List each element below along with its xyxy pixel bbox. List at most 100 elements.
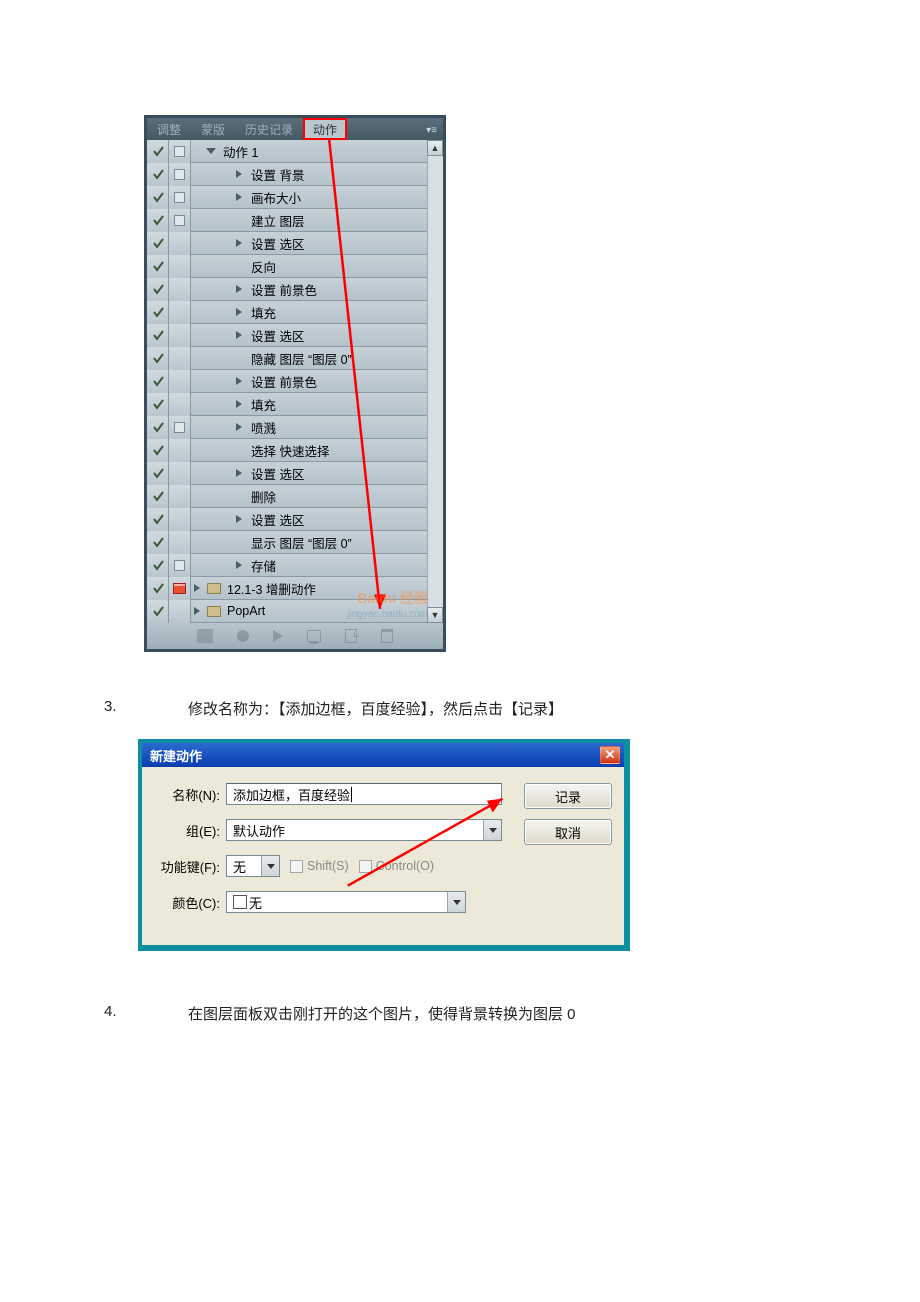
panel-flyout-menu-icon[interactable]: ▾≡ — [426, 122, 443, 136]
expand-toggle-icon[interactable] — [233, 283, 245, 295]
record-icon[interactable] — [237, 630, 249, 642]
dialog-toggle[interactable] — [169, 163, 191, 186]
action-step-row[interactable]: 设置 背景 — [147, 163, 443, 186]
trash-icon[interactable] — [381, 629, 393, 643]
record-button[interactable]: 记录 — [524, 783, 612, 809]
new-action-dialog: 新建动作 ✕ 名称(N): 添加边框，百度经验 组(E): 默认动作 功能键(F… — [138, 739, 630, 951]
dialog-toggle[interactable] — [169, 278, 191, 301]
dialog-toggle[interactable] — [169, 347, 191, 370]
dialog-toggle[interactable] — [169, 531, 191, 554]
dialog-toggle[interactable] — [169, 370, 191, 393]
dialog-toggle[interactable] — [169, 186, 191, 209]
action-step-row[interactable]: 设置 选区 — [147, 324, 443, 347]
expand-toggle-icon[interactable] — [233, 306, 245, 318]
actions-panel-footer — [147, 623, 443, 649]
action-set-row[interactable]: 动作 1 — [147, 140, 443, 163]
panel-tabbar: 调整 蒙版 历史记录 动作 ▾≡ — [147, 118, 443, 140]
dialog-toggle[interactable] — [169, 554, 191, 577]
scroll-down-button[interactable]: ▼ — [427, 607, 443, 623]
action-step-row[interactable]: 显示 图层 “图层 0” — [147, 531, 443, 554]
expand-toggle-icon[interactable] — [233, 237, 245, 249]
action-step-row[interactable]: 删除 — [147, 485, 443, 508]
expand-toggle-icon[interactable] — [233, 421, 245, 433]
new-action-set-icon[interactable] — [307, 630, 321, 642]
dialog-toggle[interactable] — [169, 232, 191, 255]
expand-toggle-icon[interactable] — [191, 582, 203, 594]
dialog-toggle[interactable] — [169, 140, 191, 163]
dialog-toggle[interactable] — [169, 209, 191, 232]
expand-toggle-icon[interactable] — [233, 375, 245, 387]
action-step-row[interactable]: 选择 快速选择 — [147, 439, 443, 462]
action-step-row[interactable]: 画布大小 — [147, 186, 443, 209]
action-set-folder-row[interactable]: PopArt — [147, 600, 443, 623]
scroll-track[interactable] — [427, 156, 443, 607]
folder-icon — [207, 583, 221, 594]
action-step-row[interactable]: 反向 — [147, 255, 443, 278]
action-step-row[interactable]: 设置 选区 — [147, 508, 443, 531]
dialog-toggle[interactable] — [169, 255, 191, 278]
color-select[interactable]: 无 — [226, 891, 466, 913]
tab-masks[interactable]: 蒙版 — [191, 118, 235, 140]
new-action-icon[interactable] — [345, 629, 357, 643]
step-text: 修改名称为：【添加边框，百度经验】，然后点击【记录】 — [188, 698, 920, 719]
checkmark-icon — [152, 306, 164, 318]
action-step-label: 隐藏 图层 “图层 0” — [249, 349, 443, 368]
expand-toggle-icon[interactable] — [233, 398, 245, 410]
checkmark-icon — [152, 467, 164, 479]
actions-panel: 调整 蒙版 历史记录 动作 ▾≡ ▲ 动作 1 设置 背景画布大小建立 图层设置… — [144, 115, 446, 652]
name-label: 名称(N): — [154, 785, 220, 804]
expand-toggle-icon[interactable] — [233, 191, 245, 203]
action-step-row[interactable]: 填充 — [147, 393, 443, 416]
action-step-row[interactable]: 喷溅 — [147, 416, 443, 439]
dialog-toggle[interactable] — [169, 600, 191, 623]
checkmark-icon — [152, 375, 164, 387]
control-checkbox[interactable]: Control(O) — [359, 859, 434, 873]
checkmark-icon — [152, 214, 164, 226]
action-step-label: 删除 — [249, 487, 443, 506]
action-step-row[interactable]: 隐藏 图层 “图层 0” — [147, 347, 443, 370]
action-step-row[interactable]: 设置 前景色 — [147, 370, 443, 393]
action-step-row[interactable]: 存储 — [147, 554, 443, 577]
action-step-row[interactable]: 设置 前景色 — [147, 278, 443, 301]
action-step-label: 设置 前景色 — [249, 372, 443, 391]
action-step-row[interactable]: 建立 图层 — [147, 209, 443, 232]
action-step-label: 设置 前景色 — [249, 280, 443, 299]
dialog-toggle[interactable] — [169, 577, 191, 600]
expand-toggle-icon[interactable] — [233, 467, 245, 479]
stop-icon[interactable] — [197, 629, 213, 643]
expand-toggle-icon[interactable] — [233, 168, 245, 180]
instruction-step-4: 4. 在图层面板双击刚打开的这个图片，使得背景转换为图层 0 — [104, 1003, 920, 1024]
shift-checkbox[interactable]: Shift(S) — [290, 859, 349, 873]
close-icon[interactable]: ✕ — [600, 746, 620, 764]
expand-toggle-icon[interactable] — [205, 145, 217, 157]
group-select[interactable]: 默认动作 — [226, 819, 502, 841]
expand-toggle-icon[interactable] — [233, 513, 245, 525]
dialog-toggle[interactable] — [169, 462, 191, 485]
dialog-toggle[interactable] — [169, 393, 191, 416]
expand-toggle-icon[interactable] — [233, 559, 245, 571]
tab-adjustments[interactable]: 调整 — [147, 118, 191, 140]
action-set-folder-row[interactable]: 12.1-3 增删动作 — [147, 577, 443, 600]
group-label: 组(E): — [154, 821, 220, 840]
dialog-toggle[interactable] — [169, 416, 191, 439]
dialog-toggle[interactable] — [169, 324, 191, 347]
action-step-row[interactable]: 设置 选区 — [147, 232, 443, 255]
action-step-row[interactable]: 填充 — [147, 301, 443, 324]
action-step-row[interactable]: 设置 选区 — [147, 462, 443, 485]
name-input[interactable]: 添加边框，百度经验 — [226, 783, 502, 805]
checkmark-icon — [152, 490, 164, 502]
dialog-toggle[interactable] — [169, 508, 191, 531]
dialog-toggle[interactable] — [169, 301, 191, 324]
tab-history[interactable]: 历史记录 — [235, 118, 303, 140]
play-icon[interactable] — [273, 630, 283, 642]
dialog-toggle[interactable] — [169, 485, 191, 508]
dialog-toggle[interactable] — [169, 439, 191, 462]
scroll-up-button[interactable]: ▲ — [427, 140, 443, 156]
cancel-button[interactable]: 取消 — [524, 819, 612, 845]
function-key-select[interactable]: 无 — [226, 855, 280, 877]
action-step-label: 喷溅 — [249, 418, 443, 437]
expand-toggle-icon[interactable] — [191, 605, 203, 617]
checkmark-icon — [152, 398, 164, 410]
tab-actions[interactable]: 动作 — [303, 118, 347, 140]
expand-toggle-icon[interactable] — [233, 329, 245, 341]
